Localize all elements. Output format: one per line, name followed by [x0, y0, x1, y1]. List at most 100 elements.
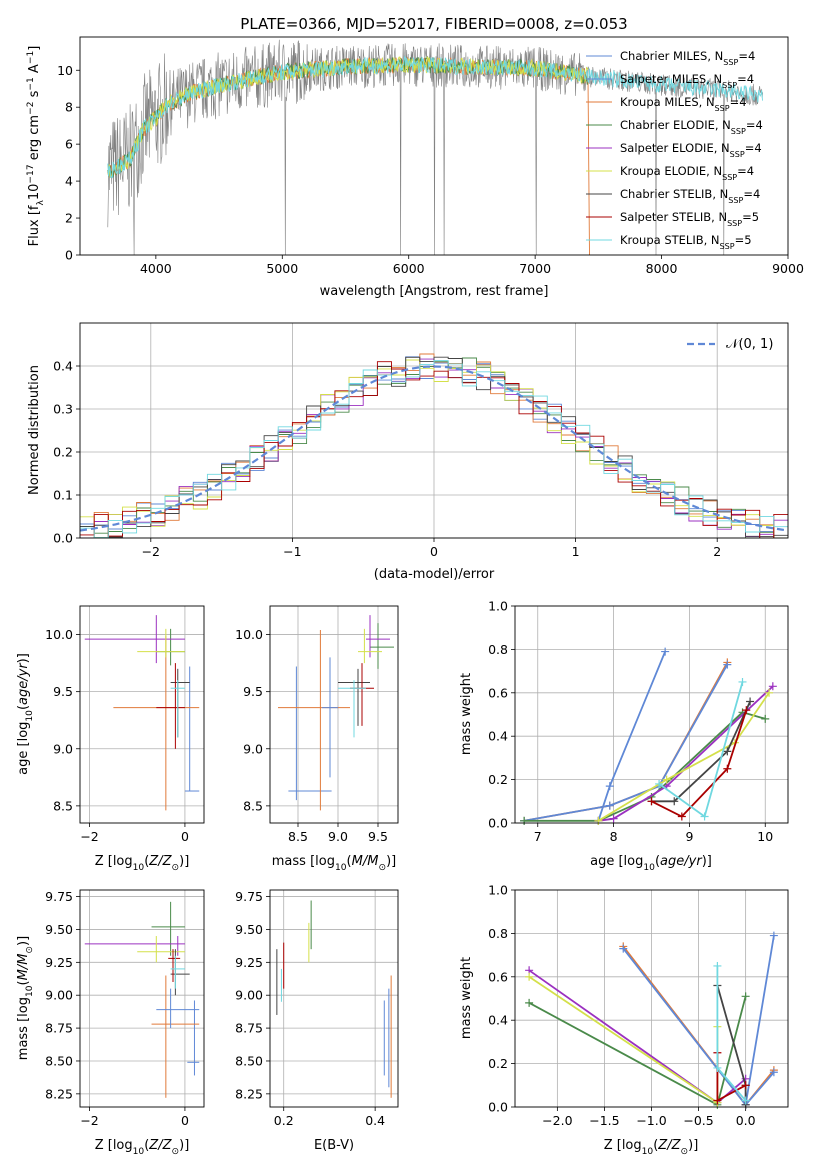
plot-area [278, 615, 394, 811]
plot-area [107, 39, 763, 255]
legend-label: Kroupa MILES, NSSP=4 [620, 95, 747, 113]
axes-mass_age: 8.5 9.0 9.5 8.5 9.0 9.5 10.0 [235, 605, 399, 844]
x-tick-label: 0 [181, 829, 189, 844]
x-tick-label: 8.5 [288, 829, 308, 844]
y-tick-label: 0.0 [488, 816, 508, 831]
legend-label: Chabrier STELIB, NSSP=4 [620, 187, 760, 205]
weight-line [523, 661, 729, 822]
x-tick-label: 9.5 [368, 829, 388, 844]
y-tick-label: 10.0 [235, 627, 263, 642]
y-tick-label: 8.75 [235, 1021, 263, 1036]
weight-marker [741, 1096, 750, 1105]
y-tick-label: 0.2 [488, 1056, 508, 1071]
axes-frame [269, 889, 399, 1108]
y-tick-label: 0.2 [488, 772, 508, 787]
y-tick-label: 9.00 [235, 988, 263, 1003]
weight-marker [742, 706, 751, 715]
y-tick-label: 9.00 [45, 988, 73, 1003]
y-tick-label: 0.1 [53, 488, 73, 503]
weight-marker [661, 647, 670, 656]
y-tick-label: 4 [65, 174, 73, 189]
x-tick-label: −2.0 [542, 1113, 572, 1128]
mass-age-xlabel: mass [log10(M/M⊙)] [272, 854, 396, 873]
plot-area [525, 931, 778, 1109]
y-tick-label: 2 [65, 211, 73, 226]
x-tick-label: 7000 [519, 261, 551, 276]
x-tick-label: 0.0 [736, 1113, 756, 1128]
weight-marker [605, 782, 614, 791]
y-tick-label: 9.75 [235, 889, 263, 904]
weight-marker [768, 682, 777, 691]
y-tick-label: 10 [57, 63, 73, 78]
y-tick-label: 9.25 [45, 955, 73, 970]
axes-residuals: −2 −1 0 1 2 0.0 0.1 0.2 0.3 0.4 [53, 322, 789, 559]
histogram-step [80, 361, 788, 538]
x-tick-label: 8 [610, 829, 618, 844]
z-age-xlabel: Z [log10(Z/Z⊙)] [95, 854, 190, 873]
y-tick-label: 1.0 [488, 599, 508, 614]
weight-line [523, 664, 729, 822]
weight-marker [525, 998, 534, 1007]
x-tick-label: 9 [685, 829, 693, 844]
legend-label: Chabrier MILES, NSSP=4 [620, 49, 755, 67]
y-tick-label: 8.50 [235, 1053, 263, 1068]
x-tick-label: −2 [80, 1113, 98, 1128]
weight-marker [520, 816, 529, 825]
x-tick-label: 7 [534, 829, 542, 844]
weight-marker [723, 764, 732, 773]
x-tick-label: 1 [572, 544, 580, 559]
x-tick-label: −2 [80, 829, 98, 844]
axes-frame [79, 36, 789, 256]
residual-legend: 𝒩(0, 1) [687, 337, 773, 352]
legend-label: Salpeter ELODIE, NSSP=4 [620, 141, 762, 159]
axes-frame [79, 605, 205, 824]
x-tick-label: 0 [181, 1113, 189, 1128]
plot-area [276, 900, 392, 1098]
axes-frame [79, 889, 205, 1108]
axes-age_weight: 7 8 9 10 0.0 0.2 0.4 0.6 0.8 1.0 [488, 599, 789, 844]
legend-label: Kroupa STELIB, NSSP=5 [620, 233, 752, 251]
y-tick-label: 0.8 [488, 926, 508, 941]
weight-marker [677, 812, 686, 821]
axes-z_mass: −2 0 8.25 8.50 8.75 9.00 9.25 9.50 9.75 [45, 889, 205, 1128]
x-tick-label: 5000 [266, 261, 298, 276]
legend-label: 𝒩(0, 1) [726, 337, 773, 352]
weight-marker [741, 992, 750, 1001]
weight-marker [670, 797, 679, 806]
plot-area [80, 353, 788, 538]
legend-label: Salpeter STELIB, NSSP=5 [620, 210, 759, 228]
y-tick-label: 10.0 [45, 627, 73, 642]
y-tick-label: 9.75 [45, 889, 73, 904]
axes-spectrum: 4000 5000 6000 7000 8000 9000 0 2 4 6 8 10 [57, 36, 804, 276]
plot-area [84, 615, 200, 811]
weight-marker [761, 714, 770, 723]
x-tick-label: 8000 [646, 261, 678, 276]
y-tick-label: 0.3 [53, 402, 73, 417]
weight-marker [662, 775, 671, 784]
y-tick-label: 9.0 [243, 741, 263, 756]
weight-line [528, 969, 747, 1104]
histogram-step [80, 356, 788, 538]
y-tick-label: 9.5 [53, 684, 73, 699]
x-tick-label: 9.0 [328, 829, 348, 844]
age-weight-ylabel: mass weight [459, 673, 474, 755]
x-tick-label: −0.5 [683, 1113, 713, 1128]
y-tick-label: 9.25 [235, 955, 263, 970]
y-tick-label: 0.4 [488, 1013, 508, 1028]
age-weight-xlabel: age [log10(age/yr)] [590, 854, 712, 873]
axes-ebv_mass: 0.2 0.4 8.25 8.50 8.75 9.00 9.25 9.50 9.75 [235, 889, 399, 1128]
y-tick-label: 9.5 [243, 684, 263, 699]
weight-line [651, 709, 748, 818]
histogram-step [80, 360, 788, 538]
y-tick-label: 6 [65, 137, 73, 152]
weight-marker [713, 961, 722, 970]
y-tick-label: 0.8 [488, 642, 508, 657]
spectrum-legend: Chabrier MILES, NSSP=4 Salpeter MILES, NS… [586, 49, 763, 251]
weight-line [716, 1052, 747, 1103]
weight-marker [741, 1081, 750, 1090]
legend-label: Salpeter MILES, NSSP=4 [620, 72, 754, 90]
weight-marker [765, 688, 774, 697]
z-weight-xlabel: Z [log10(Z/Z⊙)] [604, 1138, 699, 1157]
legend-label: Kroupa ELODIE, NSSP=4 [620, 164, 754, 182]
